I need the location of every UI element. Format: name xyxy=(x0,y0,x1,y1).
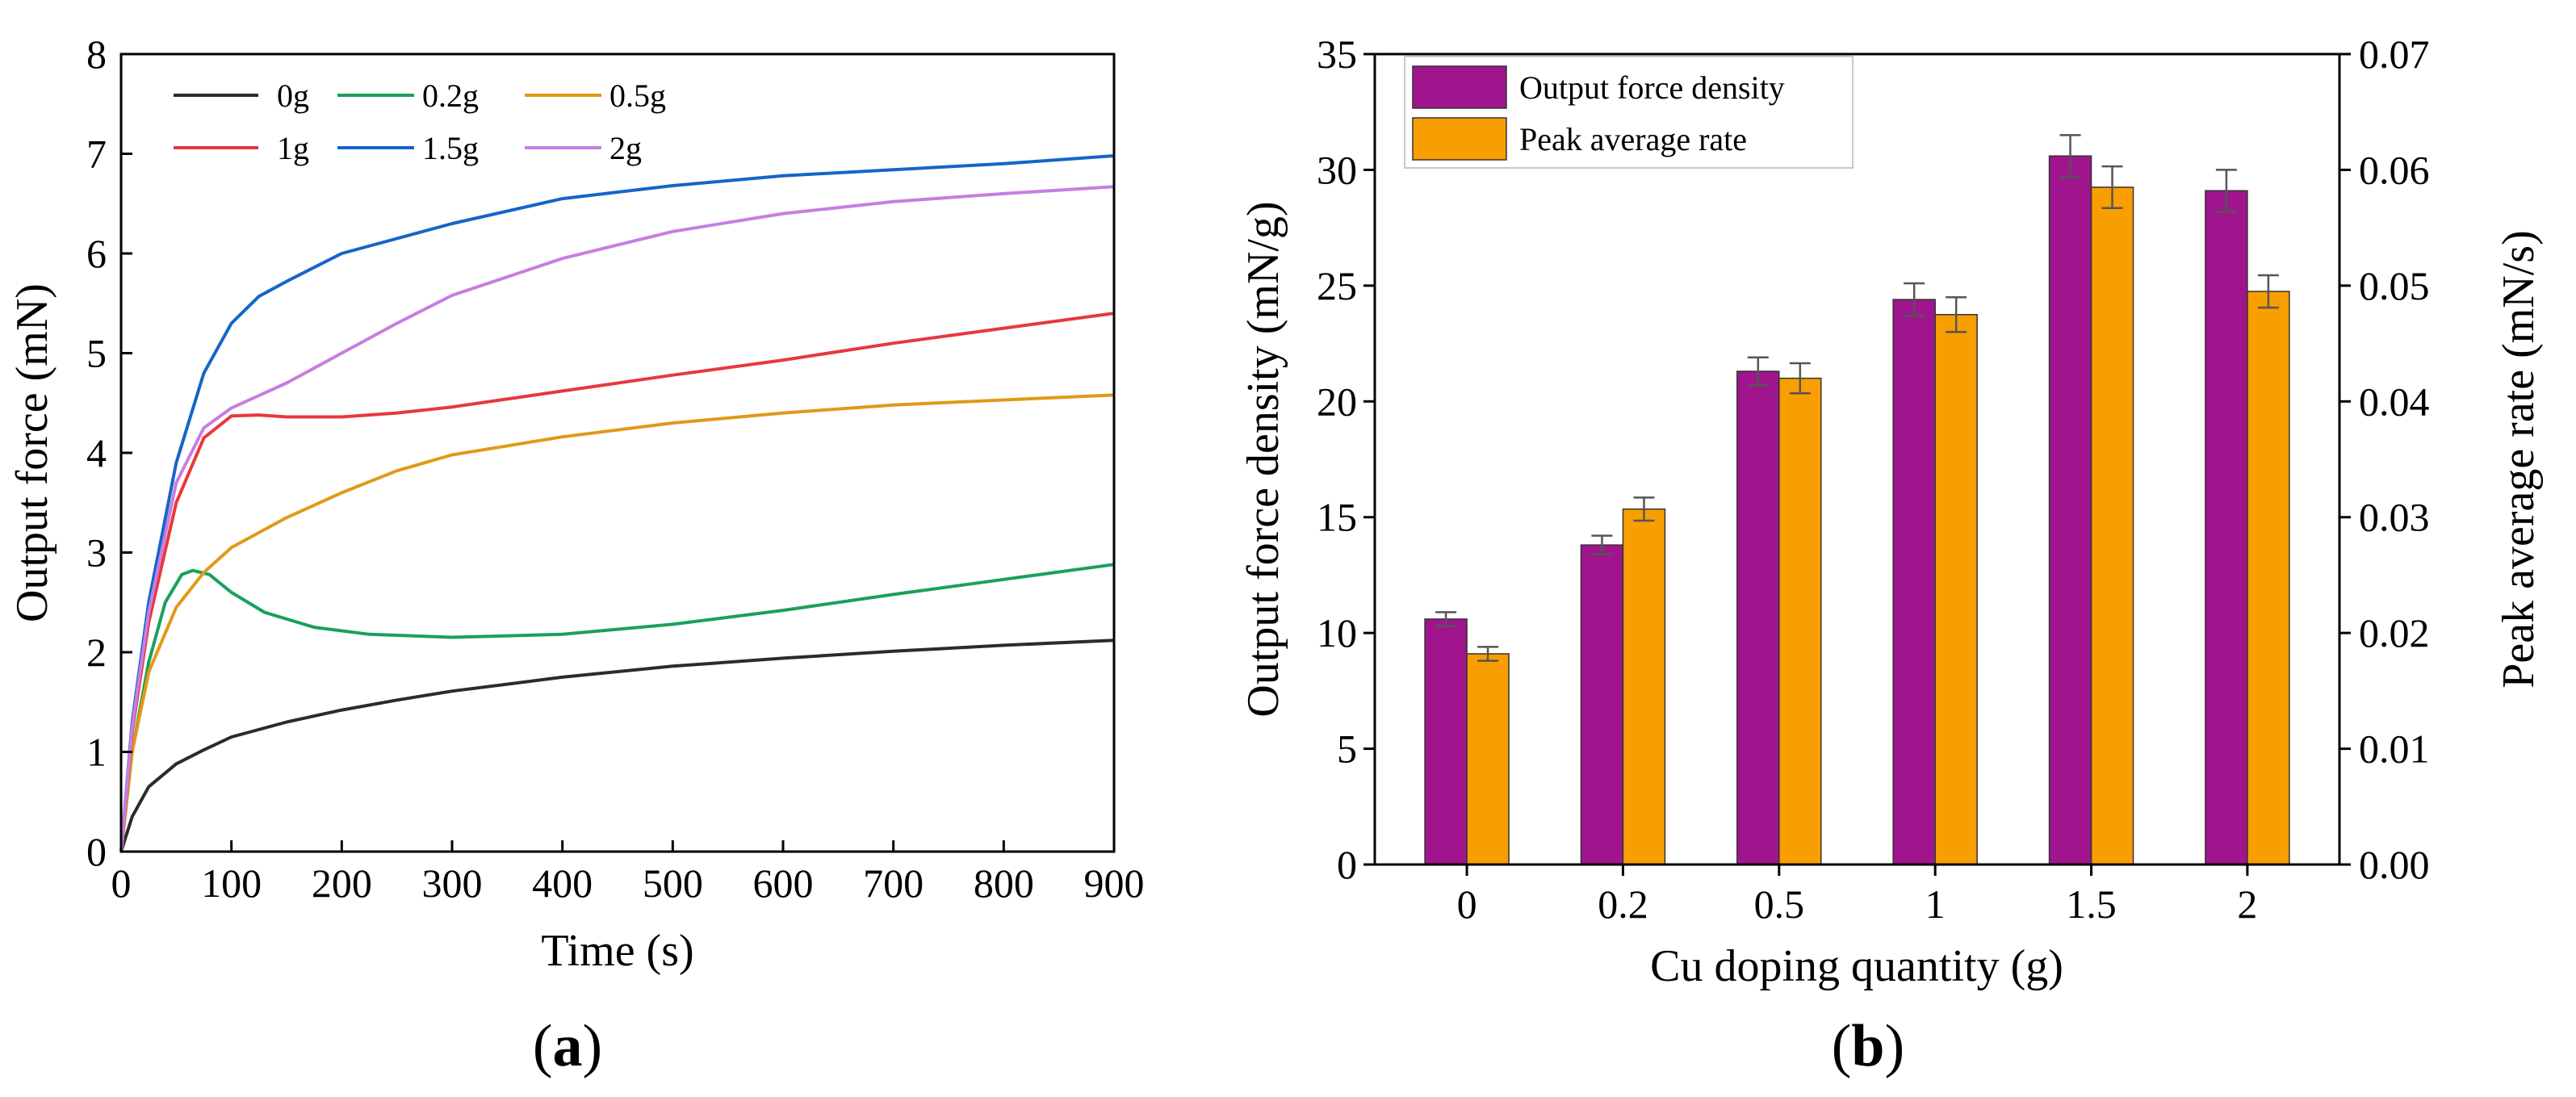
chart-a-x-tick-label: 800 xyxy=(974,860,1034,906)
chart-b-bar-force-density xyxy=(1580,544,1624,865)
chart-b-x-tick-label: 2 xyxy=(2237,881,2257,927)
chart-b-right-y-tick-label: 0.01 xyxy=(2359,726,2430,772)
chart-a-series-line-0.2g xyxy=(119,563,1115,852)
chart-b-right-y-tick-label: 0.06 xyxy=(2359,147,2430,192)
chart-b-x-tick-label: 1.5 xyxy=(2066,881,2117,927)
chart-b-left-y-tick-label: 10 xyxy=(1317,610,1357,655)
chart-b-bar-peak-rate xyxy=(1934,313,1978,865)
chart-b-bar-force-density xyxy=(2205,190,2248,865)
chart-b-right-y-tick-label: 0.07 xyxy=(2359,31,2430,77)
chart-b-right-y-axis-title: Peak average rate (mN/s) xyxy=(2494,230,2544,689)
chart-b-right-y-tick-label: 0.02 xyxy=(2359,610,2430,655)
chart-a-caption: (a) xyxy=(533,1013,602,1079)
chart-b-x-tick-label: 0 xyxy=(1457,881,1477,927)
chart-b-x-tick-label: 0.5 xyxy=(1754,881,1805,927)
chart-b-legend-label: Peak average rate xyxy=(1519,121,1747,157)
chart-b-right-y-tick-label: 0.03 xyxy=(2359,495,2430,540)
chart-b-x-tick-label: 1 xyxy=(1925,881,1946,927)
chart-a-x-axis-title: Time (s) xyxy=(541,926,693,976)
chart-a-x-tick-label: 700 xyxy=(863,860,924,906)
chart-b-x-tick-label: 0.2 xyxy=(1598,881,1648,927)
chart-b-bar-force-density xyxy=(1424,618,1468,865)
chart-b-bar-peak-rate xyxy=(2247,291,2290,865)
chart-a-y-tick-label: 7 xyxy=(86,132,107,177)
chart-b-left-y-tick-label: 0 xyxy=(1337,842,1357,887)
chart-b-right-y-tick-label: 0.00 xyxy=(2359,842,2430,887)
chart-b-legend-swatch xyxy=(1412,65,1507,109)
chart-b-legend: Output force density Peak average rate xyxy=(1404,56,1853,169)
chart-a-legend-label-2g: 2g xyxy=(609,130,642,166)
chart-a-series-line-1.5g xyxy=(119,154,1115,852)
chart-b-bar-force-density xyxy=(1892,299,1936,865)
chart-b-bar-peak-rate xyxy=(1622,508,1666,865)
chart-b-left-y-tick-label: 35 xyxy=(1317,31,1357,77)
chart-b: 0 0.2 0.5 1 1.5 2051015202530350.000.010.020.… xyxy=(1238,31,2544,1079)
chart-a-ticks: 0 100 200 300 400 500 600 700 800 900 0 1 2 3 4 5 6 7 8 xyxy=(86,31,1145,906)
chart-a-legend-label-1g: 1g xyxy=(277,130,309,166)
chart-a-x-tick-label: 100 xyxy=(201,860,262,906)
chart-a-x-tick-label: 0 xyxy=(111,860,132,906)
chart-b-left-y-tick-label: 15 xyxy=(1317,495,1357,540)
chart-a: 0 100 200 300 400 500 600 700 800 900 0 1 2 3 4 5 6 7 8 0g… xyxy=(7,31,1145,1079)
chart-a-y-tick-label: 0 xyxy=(86,829,107,874)
chart-a-x-tick-label: 600 xyxy=(753,860,814,906)
chart-b-bar-force-density xyxy=(1736,371,1780,865)
chart-a-series-line-1g xyxy=(119,312,1115,852)
chart-b-caption: (b) xyxy=(1832,1013,1904,1079)
chart-b-right-y-tick-label: 0.05 xyxy=(2359,263,2430,308)
chart-a-y-axis-title: Output force (mN) xyxy=(7,283,57,622)
chart-a-x-tick-label: 500 xyxy=(643,860,703,906)
chart-b-bar-force-density xyxy=(2048,155,2092,865)
chart-b-bar-peak-rate xyxy=(1466,653,1510,865)
chart-a-legend-label-0g: 0g xyxy=(277,77,309,114)
chart-b-left-y-tick-label: 20 xyxy=(1317,379,1357,424)
chart-b-left-y-tick-label: 5 xyxy=(1337,726,1357,772)
chart-a-x-tick-label: 900 xyxy=(1084,860,1145,906)
chart-a-y-tick-label: 8 xyxy=(86,31,107,77)
chart-b-bars-layer xyxy=(1424,134,2290,865)
chart-a-legend-label-0.2g: 0.2g xyxy=(422,77,479,114)
chart-b-plot-frame xyxy=(1373,52,2341,866)
chart-a-series-layer xyxy=(119,154,1115,852)
chart-a-legend-label-1.5g: 1.5g xyxy=(422,130,479,166)
chart-a-y-tick-label: 6 xyxy=(86,231,107,276)
chart-a-x-tick-label: 300 xyxy=(422,860,483,906)
chart-a-y-tick-label: 5 xyxy=(86,331,107,376)
chart-a-y-tick-label: 1 xyxy=(86,730,107,775)
chart-b-left-y-tick-label: 30 xyxy=(1317,147,1357,192)
chart-a-series-line-0g xyxy=(119,639,1115,852)
chart-a-series-line-2g xyxy=(119,185,1115,852)
chart-a-y-tick-label: 2 xyxy=(86,630,107,675)
chart-a-x-tick-label: 400 xyxy=(532,860,593,906)
chart-b-legend-label: Output force density xyxy=(1519,69,1785,106)
chart-b-right-y-tick-label: 0.04 xyxy=(2359,379,2430,424)
chart-b-x-axis-title: Cu doping quantity (g) xyxy=(1650,941,2063,991)
chart-b-ticks: 0 0.2 0.5 1 1.5 2051015202530350.000.010.020.… xyxy=(1317,31,2430,927)
chart-b-left-y-axis-title: Output force density (mN/g) xyxy=(1238,201,1288,717)
chart-a-y-tick-label: 4 xyxy=(86,430,107,475)
chart-a-series-line-0.5g xyxy=(119,393,1115,852)
chart-b-bar-peak-rate xyxy=(2090,186,2134,865)
chart-b-left-y-tick-label: 25 xyxy=(1317,263,1357,308)
chart-b-bar-peak-rate xyxy=(1778,377,1822,865)
chart-b-legend-swatch xyxy=(1412,117,1507,161)
chart-a-y-tick-label: 3 xyxy=(86,530,107,576)
chart-a-legend-label-0.5g: 0.5g xyxy=(609,77,666,114)
chart-a-legend: 0g 0.2g 0.5g 1g 1.5g 2g xyxy=(174,77,666,166)
chart-a-x-tick-label: 200 xyxy=(312,860,372,906)
